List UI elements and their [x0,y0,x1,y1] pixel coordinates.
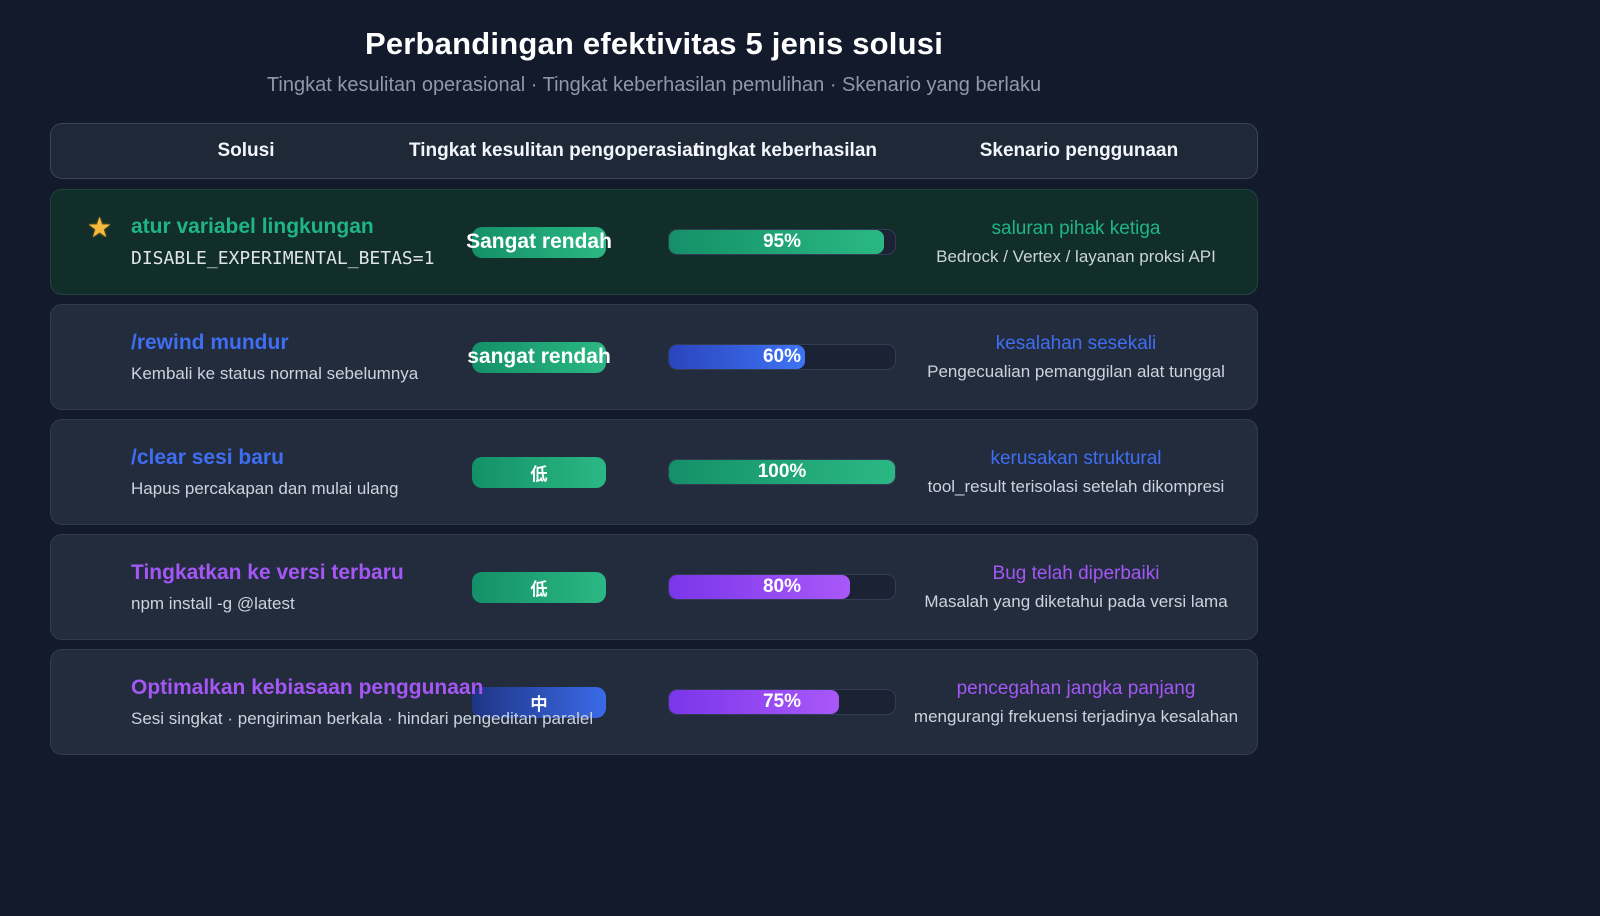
difficulty-badge: Sangat rendah [466,226,612,258]
progress-fill [669,575,850,599]
solution-cell: /rewind mundur Kembali ke status normal … [51,331,441,384]
solution-title: atur variabel lingkungan [131,215,374,238]
solution-cell: Tingkatkan ke versi terbaru npm install … [51,561,441,614]
solution-subtitle: Sesi singkat · pengiriman berkala · hind… [131,708,594,728]
scenario-subtitle: Masalah yang diketahui pada versi lama [924,591,1228,611]
scenario-subtitle: mengurangi frekuensi terjadinya kesalaha… [913,706,1239,726]
solution-subtitle: DISABLE_EXPERIMENTAL_BETAS=1 [131,248,435,269]
solution-cell: /clear sesi baru Hapus percakapan dan mu… [51,446,441,499]
solution-subtitle: npm install -g @latest [131,593,295,613]
progress-fill [669,230,884,254]
success-progress-bar: 60% [668,344,896,370]
scenario-cell: pencegahan jangka panjang mengurangi fre… [911,678,1241,727]
header-difficulty: Tingkat kesulitan pengoperasian [408,140,705,161]
scenario-title: saluran pihak ketiga [991,217,1161,239]
scenario-title: Bug telah diperbaiki [992,562,1160,584]
progress-label: 60% [762,346,802,367]
scenario-subtitle: tool_result terisolasi setelah dikompres… [927,476,1225,496]
star-icon: ★ [87,212,113,243]
scenario-subtitle: Pengecualian pemanggilan alat tunggal [927,361,1225,381]
table-row: /clear sesi baru Hapus percakapan dan mu… [50,419,1258,525]
success-progress-bar: 95% [668,229,896,255]
scenario-cell: saluran pihak ketiga Bedrock / Vertex / … [911,218,1241,267]
success-progress-bar: 100% [668,459,896,485]
table-row: ★ atur variabel lingkungan DISABLE_EXPER… [50,189,1258,295]
table-row: /rewind mundur Kembali ke status normal … [50,304,1258,410]
solution-cell: Optimalkan kebiasaan penggunaan Sesi sin… [51,676,594,729]
scenario-cell: Bug telah diperbaiki Masalah yang diketa… [911,563,1241,612]
solution-subtitle: Kembali ke status normal sebelumnya [131,363,419,383]
difficulty-badge: sangat rendah [467,341,611,373]
table-header-row: Solusi Tingkat kesulitan pengoperasian ti… [50,123,1258,179]
scenario-cell: kesalahan sesekali Pengecualian pemanggi… [911,333,1241,382]
progress-fill [669,460,895,484]
difficulty-badge: 低 [472,571,606,603]
progress-fill [669,690,839,714]
table-row: Tingkatkan ke versi terbaru npm install … [50,534,1258,640]
scenario-title: kesalahan sesekali [995,332,1157,354]
solution-title: Tingkatkan ke versi terbaru [131,560,404,584]
solution-title: /rewind mundur [131,330,289,354]
progress-label: 80% [762,576,802,597]
progress-label: 100% [757,461,807,482]
page-title: Perbandingan efektivitas 5 jenis solusi [364,26,944,61]
solution-title: Optimalkan kebiasaan penggunaan [131,675,484,699]
header-difficulty-success: Tingkat kesulitan pengoperasian tingkat k… [395,140,891,162]
header-solution: Solusi [217,140,275,161]
success-progress-bar: 80% [668,574,896,600]
progress-fill [669,345,805,369]
progress-label: 75% [762,691,802,712]
difficulty-badge: 中 [472,686,606,718]
page-subtitle: Tingkat kesulitan operasional · Tingkat … [266,74,1042,96]
header-scenario: Skenario penggunaan [979,140,1179,161]
table-row: Optimalkan kebiasaan penggunaan Sesi sin… [50,649,1258,755]
solution-cell: ★ atur variabel lingkungan DISABLE_EXPER… [51,212,441,269]
difficulty-badge: 低 [472,456,606,488]
scenario-cell: kerusakan struktural tool_result terisol… [911,448,1241,497]
progress-label: 95% [762,231,802,252]
success-progress-bar: 75% [668,689,896,715]
comparison-page: Perbandingan efektivitas 5 jenis solusi … [50,0,1258,755]
scenario-subtitle: Bedrock / Vertex / layanan proksi API [936,246,1216,266]
solution-subtitle: Hapus percakapan dan mulai ulang [131,478,399,498]
header-success: tingkat keberhasilan [693,140,877,161]
scenario-title: kerusakan struktural [990,447,1162,469]
solution-title: /clear sesi baru [131,445,284,469]
scenario-title: pencegahan jangka panjang [956,677,1196,699]
